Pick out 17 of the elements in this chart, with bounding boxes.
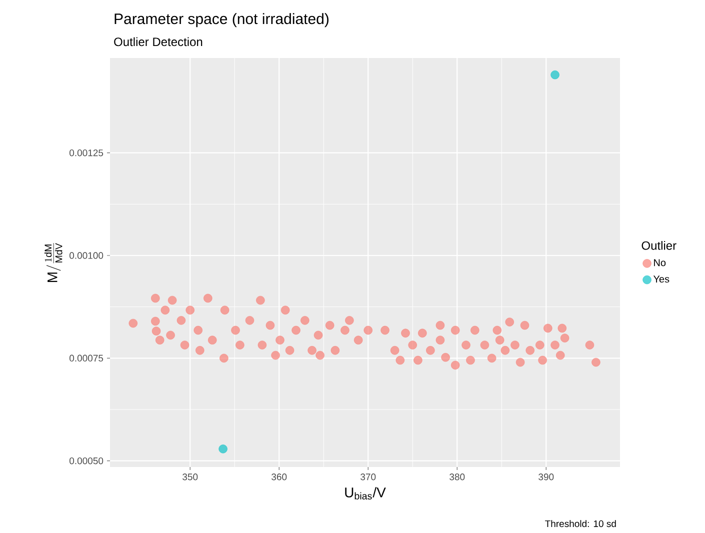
legend-label: Yes	[653, 276, 670, 283]
x-tick-label: 380	[450, 474, 465, 480]
x-tick-label: 360	[272, 474, 287, 480]
y-tick-label: 0.00075	[70, 354, 104, 362]
y-tick-label: 0.00100	[70, 252, 104, 259]
y-axis-title: $\mathrm{M}/\frac{1\mathrm{dM}}{\mathrm{MdV}}$	[44, 243, 62, 282]
y-tick-label: 0.00050	[70, 457, 104, 464]
chart-title: Parameter space (not irradiated)	[114, 13, 328, 28]
legend-title: Outlier	[642, 241, 676, 250]
x-axis-title: U$_{bias}$/V	[345, 487, 386, 500]
legend-label: No	[654, 259, 666, 266]
y-tick-label: 0.00125	[70, 149, 104, 156]
chart-subtitle: Outlier Detection	[114, 37, 202, 46]
x-tick-label: 390	[538, 474, 554, 480]
text: Threshold: 10 sd	[545, 520, 616, 528]
x-tick-label: 350	[182, 474, 198, 480]
x-tick-label: 370	[360, 474, 376, 480]
